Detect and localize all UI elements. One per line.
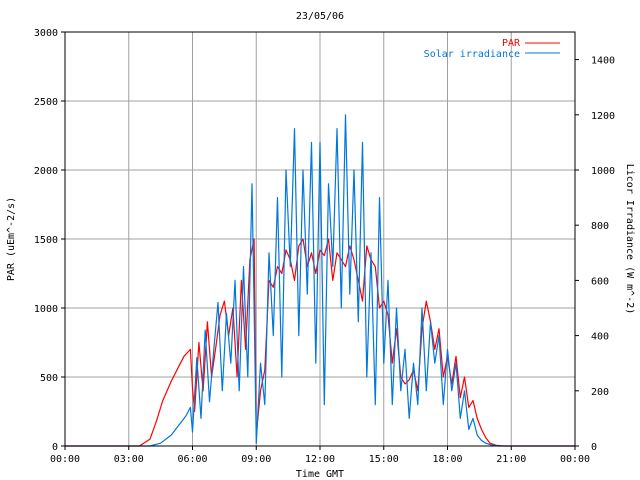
x-axis-label: Time GMT — [296, 469, 344, 480]
y-left-tick-label: 500 — [40, 373, 58, 384]
y-axis-right-label: Licor Irradiance (W m^-2) — [624, 164, 635, 315]
x-tick-label: 15:00 — [369, 454, 399, 465]
legend-label-solar: Solar irradiance — [424, 49, 520, 60]
y-left-tick-label: 2500 — [34, 97, 58, 108]
legend: PAR Solar irradiance — [424, 38, 560, 60]
y-left-tick-label: 1000 — [34, 304, 58, 315]
y-right-tick-label: 400 — [591, 332, 609, 343]
y-right-tick-label: 0 — [591, 442, 597, 453]
series-line-solar-irradiance — [65, 114, 575, 447]
tick-layer: 00:00 03:00 06:00 09:00 12:00 15:00 18:00 21:00… — [34, 28, 615, 465]
x-tick-label: 09:00 — [241, 454, 271, 465]
x-tick-label: 00:00 — [560, 454, 590, 465]
x-tick-label: 12:00 — [305, 454, 335, 465]
x-tick-label: 00:00 — [50, 454, 80, 465]
x-tick-label: 03:00 — [114, 454, 144, 465]
y-right-tick-label: 1400 — [591, 56, 615, 67]
x-tick-label: 21:00 — [496, 454, 526, 465]
y-left-tick-label: 1500 — [34, 235, 58, 246]
y-right-tick-label: 800 — [591, 221, 609, 232]
y-right-tick-label: 1200 — [591, 111, 615, 122]
x-tick-label: 18:00 — [432, 454, 462, 465]
legend-label-par: PAR — [502, 38, 521, 49]
series-layer — [65, 114, 575, 447]
y-axis-left-label: PAR (uEm^-2/s) — [6, 197, 17, 281]
y-right-tick-label: 1000 — [591, 166, 615, 177]
y-left-tick-label: 2000 — [34, 166, 58, 177]
y-right-tick-label: 200 — [591, 387, 609, 398]
x-tick-label: 06:00 — [177, 454, 207, 465]
y-left-tick-label: 3000 — [34, 28, 58, 39]
y-right-tick-label: 600 — [591, 276, 609, 287]
y-left-tick-label: 0 — [52, 442, 58, 453]
chart-title: 23/05/06 — [296, 11, 344, 22]
